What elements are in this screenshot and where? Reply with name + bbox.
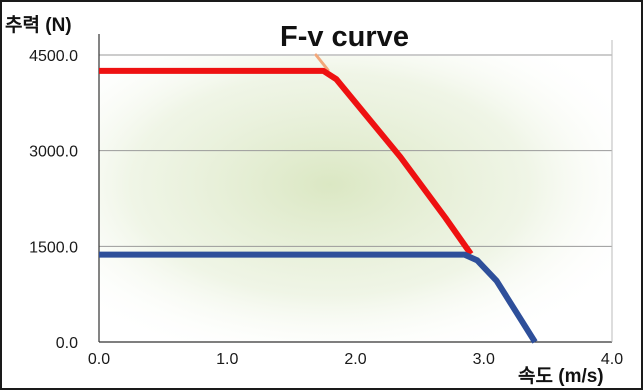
x-tick-label: 3.0	[473, 351, 495, 368]
series-line-lower	[99, 251, 538, 344]
title-highlight-stroke	[314, 53, 330, 72]
x-tick-label: 2.0	[344, 351, 366, 368]
x-tick-labels: 0.0 1.0 2.0 3.0 4.0	[88, 351, 623, 368]
axes	[98, 34, 613, 343]
y-axis-title: 추력 (N)	[5, 14, 72, 36]
x-tick-label: 0.0	[88, 351, 110, 368]
chart-title: F-v curve	[280, 21, 409, 53]
gridlines	[99, 54, 612, 247]
x-tick-label: 4.0	[601, 351, 623, 368]
series-lines	[99, 67, 538, 344]
y-tick-label: 1500.0	[29, 239, 78, 256]
y-tick-label: 4500.0	[29, 48, 78, 65]
y-tick-label: 3000.0	[29, 144, 78, 161]
x-tick-label: 1.0	[216, 351, 238, 368]
y-tick-labels: 4500.0 3000.0 1500.0 0.0	[29, 48, 78, 352]
y-tick-label: 0.0	[56, 335, 78, 352]
series-line-upper	[99, 67, 474, 256]
x-axis-title: 속도 (m/s)	[518, 365, 604, 387]
